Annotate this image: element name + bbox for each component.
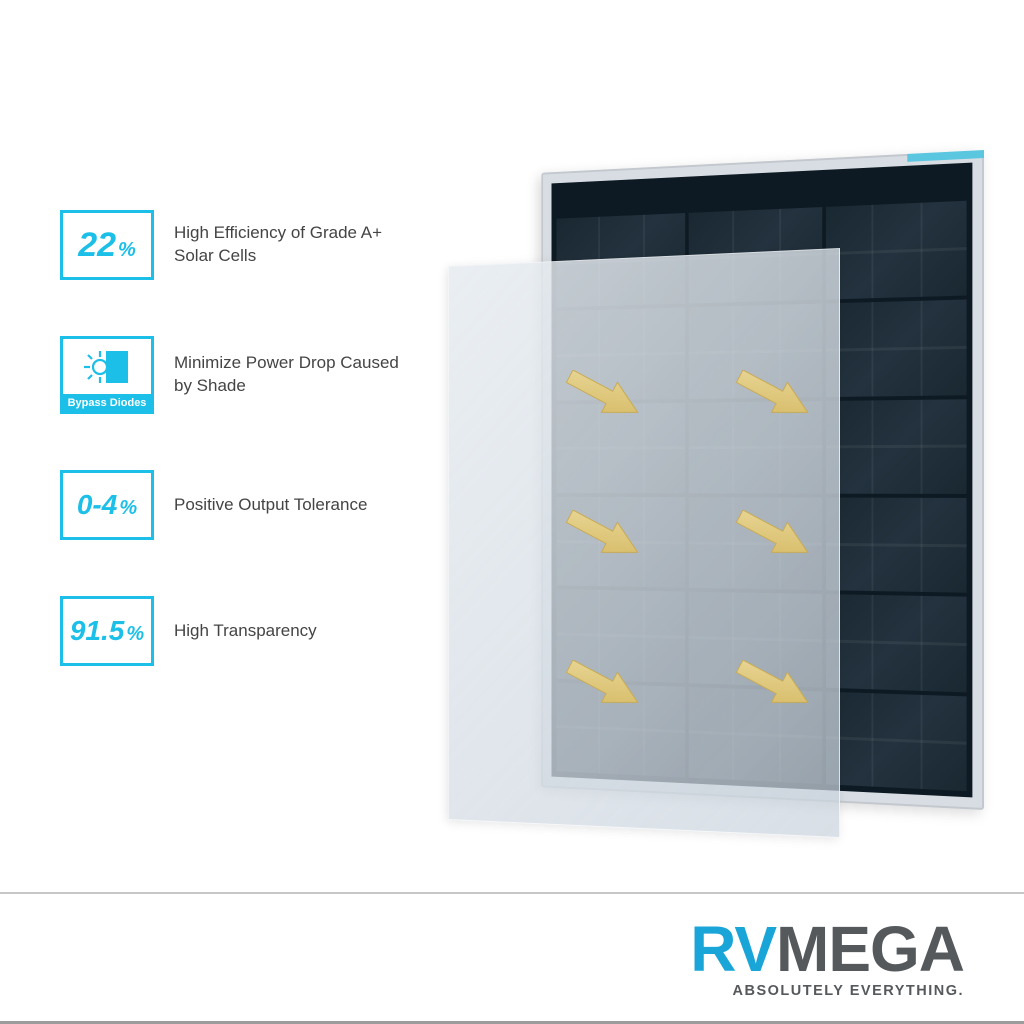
logo-tagline: ABSOLUTELY EVERYTHING.: [733, 983, 964, 999]
arrow-icon: [560, 660, 650, 710]
feature-text: High Efficiency of Grade A+ Solar Cells: [174, 222, 410, 268]
arrow-icon: [560, 370, 650, 420]
badge-unit: %: [119, 497, 137, 520]
feature-text: High Transparency: [174, 620, 317, 643]
arrow-icon: [730, 370, 820, 420]
feature-list: 22 % High Efficiency of Grade A+ Solar C…: [60, 190, 410, 810]
feature-bypass: Bypass Diodes Minimize Power Drop Caused…: [60, 336, 410, 414]
badge-value: 91.5: [70, 617, 125, 645]
logo-part1: RV: [690, 913, 776, 985]
infographic-content: 22 % High Efficiency of Grade A+ Solar C…: [60, 190, 984, 810]
light-arrows: [500, 360, 880, 760]
rvmega-logo: RVMEGA ABSOLUTELY EVERYTHING.: [690, 917, 964, 999]
badge-value: 22: [78, 228, 116, 262]
feature-text: Positive Output Tolerance: [174, 494, 367, 517]
badge-value: 0-4: [77, 491, 117, 519]
badge-transparency: 91.5 %: [60, 596, 154, 666]
feature-transparency: 91.5 % High Transparency: [60, 596, 410, 666]
arrow-icon: [560, 510, 650, 560]
solar-panel-illustration: [440, 190, 984, 810]
badge-tolerance: 0-4 %: [60, 470, 154, 540]
arrow-icon: [730, 660, 820, 710]
badge-efficiency: 22 %: [60, 210, 154, 280]
badge-caption: Bypass Diodes: [63, 394, 151, 411]
logo-bar: RVMEGA ABSOLUTELY EVERYTHING.: [0, 892, 1024, 1024]
logo-part2: MEGA: [776, 913, 964, 985]
feature-tolerance: 0-4 % Positive Output Tolerance: [60, 470, 410, 540]
feature-efficiency: 22 % High Efficiency of Grade A+ Solar C…: [60, 210, 410, 280]
badge-unit: %: [126, 623, 144, 646]
badge-bypass-diodes: Bypass Diodes: [60, 336, 154, 414]
feature-text: Minimize Power Drop Caused by Shade: [174, 352, 410, 398]
sun-shade-icon: [80, 345, 134, 389]
arrow-icon: [730, 510, 820, 560]
badge-unit: %: [118, 239, 136, 262]
